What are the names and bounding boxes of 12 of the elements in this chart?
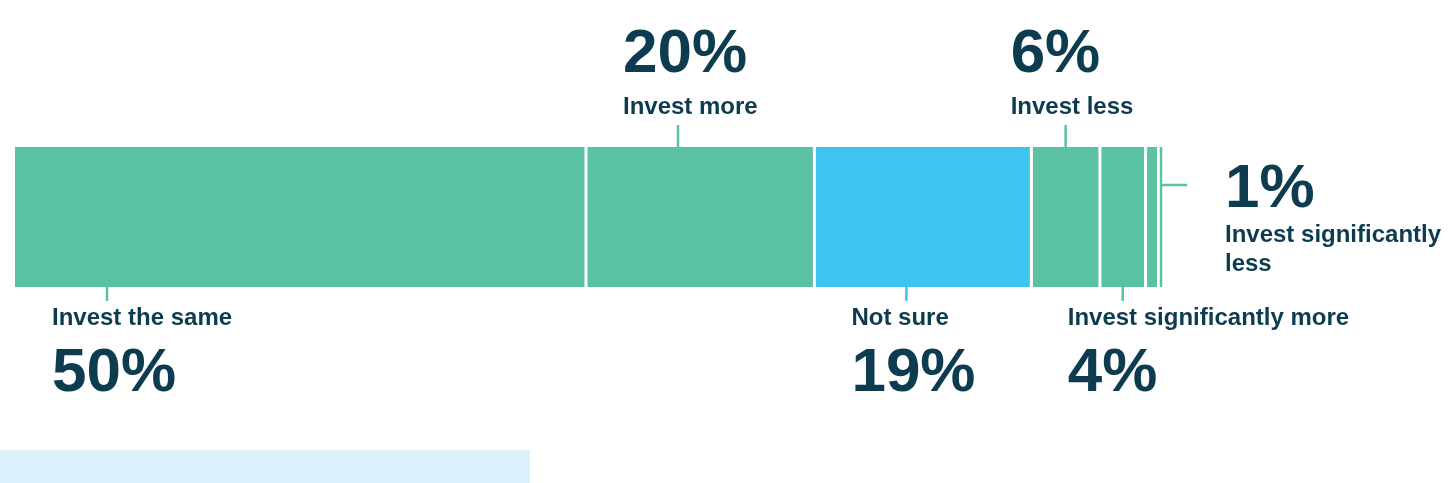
data-label: 6% <box>1010 16 1101 85</box>
series-label: Invest more <box>623 92 758 119</box>
series-label: Invest the same <box>52 303 233 330</box>
data-label: 1% <box>1225 151 1315 220</box>
data-label: 19% <box>851 335 976 404</box>
data-label: 20% <box>623 16 748 85</box>
text: Invest significantly less <box>1225 220 1442 276</box>
data-label: 50% <box>52 335 177 404</box>
series-label: Invest less <box>1010 92 1134 119</box>
data-label: 4% <box>1067 335 1158 404</box>
series-label: Not sure <box>851 303 949 330</box>
series-label: Invest significantly more <box>1067 303 1350 330</box>
